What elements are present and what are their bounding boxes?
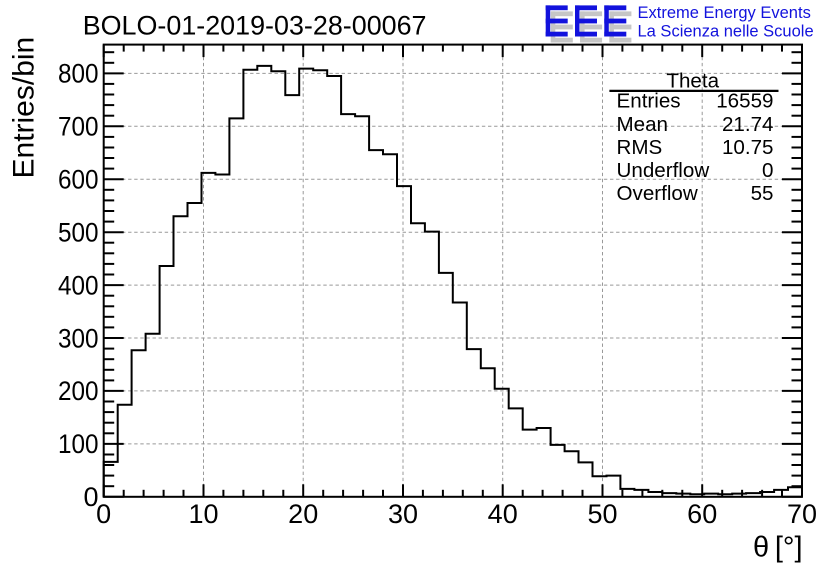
svg-text:BOLO-01-2019-03-28-00067: BOLO-01-2019-03-28-00067 xyxy=(83,11,427,41)
svg-text:50: 50 xyxy=(587,499,617,529)
svg-text:100: 100 xyxy=(58,429,99,459)
svg-text:10.75: 10.75 xyxy=(722,136,774,159)
svg-text:40: 40 xyxy=(488,499,518,529)
svg-text:Theta: Theta xyxy=(666,70,719,93)
svg-text:Extreme Energy Events: Extreme Energy Events xyxy=(638,4,811,22)
svg-text:55: 55 xyxy=(751,182,774,205)
svg-text:0: 0 xyxy=(83,482,98,512)
svg-text:10: 10 xyxy=(188,499,218,529)
svg-text:600: 600 xyxy=(58,165,99,195)
svg-text:20: 20 xyxy=(288,499,318,529)
svg-text:30: 30 xyxy=(388,499,418,529)
svg-text:500: 500 xyxy=(58,218,99,248)
svg-text:RMS: RMS xyxy=(617,136,663,159)
svg-text:Mean: Mean xyxy=(617,113,669,136)
svg-text:θ [°]: θ [°] xyxy=(753,532,803,564)
svg-text:La Scienza nelle Scuole: La Scienza nelle Scuole xyxy=(638,23,814,41)
svg-text:Entries: Entries xyxy=(617,90,681,113)
svg-text:0: 0 xyxy=(762,159,773,182)
svg-text:Entries/bin: Entries/bin xyxy=(7,37,40,179)
svg-text:0: 0 xyxy=(96,499,111,529)
svg-text:16559: 16559 xyxy=(716,90,773,113)
svg-text:700: 700 xyxy=(58,112,99,142)
svg-text:21.74: 21.74 xyxy=(722,113,774,136)
svg-text:200: 200 xyxy=(58,376,99,406)
svg-text:400: 400 xyxy=(58,270,99,300)
svg-text:Underflow: Underflow xyxy=(617,159,710,182)
svg-text:70: 70 xyxy=(787,499,817,529)
svg-text:Overflow: Overflow xyxy=(617,182,698,205)
svg-text:60: 60 xyxy=(687,499,717,529)
svg-text:300: 300 xyxy=(58,323,99,353)
svg-text:800: 800 xyxy=(58,59,99,89)
